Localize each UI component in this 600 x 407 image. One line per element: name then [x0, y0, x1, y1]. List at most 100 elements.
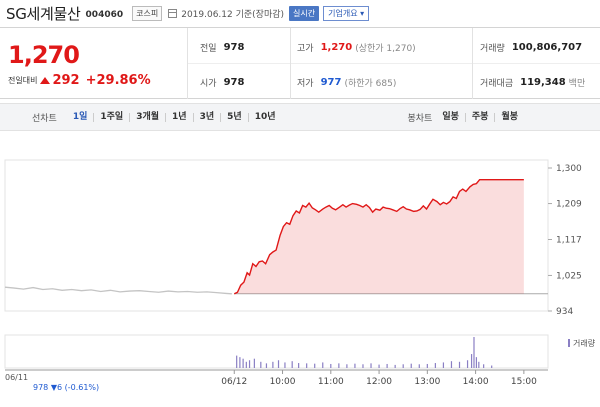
- stock-name[interactable]: SG세계물산: [6, 5, 81, 23]
- trade-amount-value: 119,348: [520, 76, 566, 88]
- volume-bar: [277, 360, 280, 368]
- volume-bar: [378, 364, 380, 368]
- realtime-button[interactable]: 실시간: [289, 6, 320, 21]
- volume-bar: [291, 361, 293, 368]
- period-toolbar: 선차트 1일 1주일 3개월 1년 3년 5년 10년 봉차트 일봉 주봉 월봉: [0, 103, 600, 131]
- volume-bar: [260, 361, 262, 368]
- prev-close-label: 전일: [200, 43, 217, 54]
- x-axis-label: 10:00: [270, 377, 296, 387]
- candle-weekly[interactable]: 주봉: [464, 112, 495, 122]
- volume-bar: [306, 363, 308, 368]
- volume-bar: [410, 363, 412, 368]
- volume-bar: [386, 363, 388, 368]
- lower-limit-text: (하한가 685): [344, 78, 397, 89]
- candle-chart-label: 봉차트: [407, 113, 433, 124]
- price-area-fill: [234, 179, 524, 294]
- volume-bar: [458, 361, 461, 368]
- period-1week[interactable]: 1주일: [93, 112, 129, 122]
- price-summary: 1,270 전일대비 292 +29.86% 전일 978 시가 978 고가 …: [0, 27, 600, 99]
- volume-bar: [483, 364, 485, 368]
- open-value: 978: [223, 76, 245, 88]
- current-price-box: 1,270 전일대비 292 +29.86%: [0, 28, 188, 99]
- up-arrow-icon: [40, 77, 51, 84]
- prev-close-stat: 전일 978: [200, 38, 244, 56]
- y-axis-label: 1,117: [556, 236, 582, 246]
- y-axis-label: 1,209: [556, 200, 582, 210]
- line-chart-label: 선차트: [32, 113, 57, 124]
- date-text: 2019.06.12 기준(장마감): [181, 10, 285, 20]
- candle-monthly[interactable]: 월봉: [494, 112, 524, 122]
- volume-bar: [466, 360, 469, 368]
- volume-bar: [253, 358, 255, 368]
- chart-svg[interactable]: 1,300 1,209 1,117 1,025 934 거래량 06/11 978 ▼6 (-…: [0, 138, 600, 407]
- x-axis-label: 11:00: [318, 377, 344, 387]
- volume-bar: [242, 358, 244, 368]
- high-value: 1,270: [320, 41, 353, 53]
- x-axis-label: 12:00: [366, 377, 392, 387]
- intraday-chart: 1,300 1,209 1,117 1,025 934 거래량 06/11 978 ▼6 (-…: [0, 138, 600, 407]
- volume-bar: [236, 355, 238, 368]
- period-5year[interactable]: 5년: [220, 112, 248, 122]
- volume-bar: [265, 363, 268, 368]
- trade-amount-unit: 백만: [568, 78, 586, 89]
- period-3year[interactable]: 3년: [192, 112, 221, 122]
- volume-bar: [434, 363, 436, 368]
- candle-daily[interactable]: 일봉: [442, 111, 459, 122]
- open-label: 시가: [200, 78, 217, 89]
- current-price: 1,270: [8, 41, 80, 69]
- change-row: 전일대비 292 +29.86%: [8, 73, 151, 88]
- volume-bar: [394, 364, 396, 368]
- volume-stat: 거래량 100,806,707: [480, 38, 582, 56]
- company-info-dropdown[interactable]: 기업개요 ▾: [323, 6, 370, 21]
- upper-limit-text: (상한가 1,270): [355, 43, 416, 54]
- prev-day-close-label: 978 ▼6 (-0.61%): [33, 383, 99, 392]
- low-label: 저가: [297, 78, 314, 89]
- volume-bar: [362, 364, 364, 368]
- x-axis-label: 13:00: [414, 377, 440, 387]
- volume-bar: [402, 364, 404, 368]
- period-1year[interactable]: 1년: [165, 112, 193, 122]
- y-axis-label: 1,025: [556, 271, 582, 281]
- x-axis-label: 14:00: [463, 377, 489, 387]
- low-value: 977: [320, 76, 342, 88]
- volume-bar: [248, 360, 251, 368]
- volume-plot-frame: [4, 334, 549, 369]
- volume-bar: [298, 363, 300, 368]
- volume-legend-swatch: [568, 339, 570, 347]
- trade-amount-stat: 거래대금 119,348 백만: [480, 73, 585, 91]
- period-3month[interactable]: 3개월: [129, 112, 165, 122]
- volume-value: 100,806,707: [511, 41, 583, 53]
- change-label: 전일대비: [8, 76, 38, 85]
- volume-bar: [284, 362, 286, 368]
- price-line: [233, 179, 524, 295]
- high-stat: 고가 1,270 (상한가 1,270): [297, 38, 416, 56]
- volume-bar: [272, 361, 274, 368]
- volume-bar: [322, 362, 324, 368]
- calendar-icon: [168, 9, 178, 18]
- volume-bar: [330, 363, 332, 368]
- volume-bar: [314, 363, 316, 368]
- volume-bar: [370, 363, 372, 368]
- low-stat: 저가 977 (하한가 685): [297, 73, 396, 91]
- y-axis-label: 1,300: [556, 164, 582, 174]
- trade-amount-label: 거래대금: [480, 78, 514, 89]
- high-label: 고가: [297, 43, 314, 54]
- volume-bar: [239, 357, 241, 368]
- prev-close-value: 978: [223, 41, 245, 53]
- open-stat: 시가 978: [200, 73, 244, 91]
- volume-bar: [478, 361, 480, 368]
- volume-bar: [470, 354, 473, 368]
- volume-bar: [338, 363, 340, 368]
- volume-bar: [245, 361, 247, 368]
- market-badge: 코스피: [132, 6, 163, 21]
- volume-bar: [475, 357, 478, 368]
- summary-column-divider: [290, 28, 291, 99]
- y-axis-label: 934: [556, 307, 573, 317]
- x-axis-label-prev-day: 06/11: [5, 373, 28, 382]
- change-amount: 292: [52, 73, 80, 88]
- period-1day[interactable]: 1일: [72, 111, 88, 122]
- period-10year[interactable]: 10년: [247, 112, 282, 122]
- volume-bar: [491, 365, 493, 368]
- volume-bar: [450, 361, 453, 368]
- volume-bar: [346, 364, 348, 368]
